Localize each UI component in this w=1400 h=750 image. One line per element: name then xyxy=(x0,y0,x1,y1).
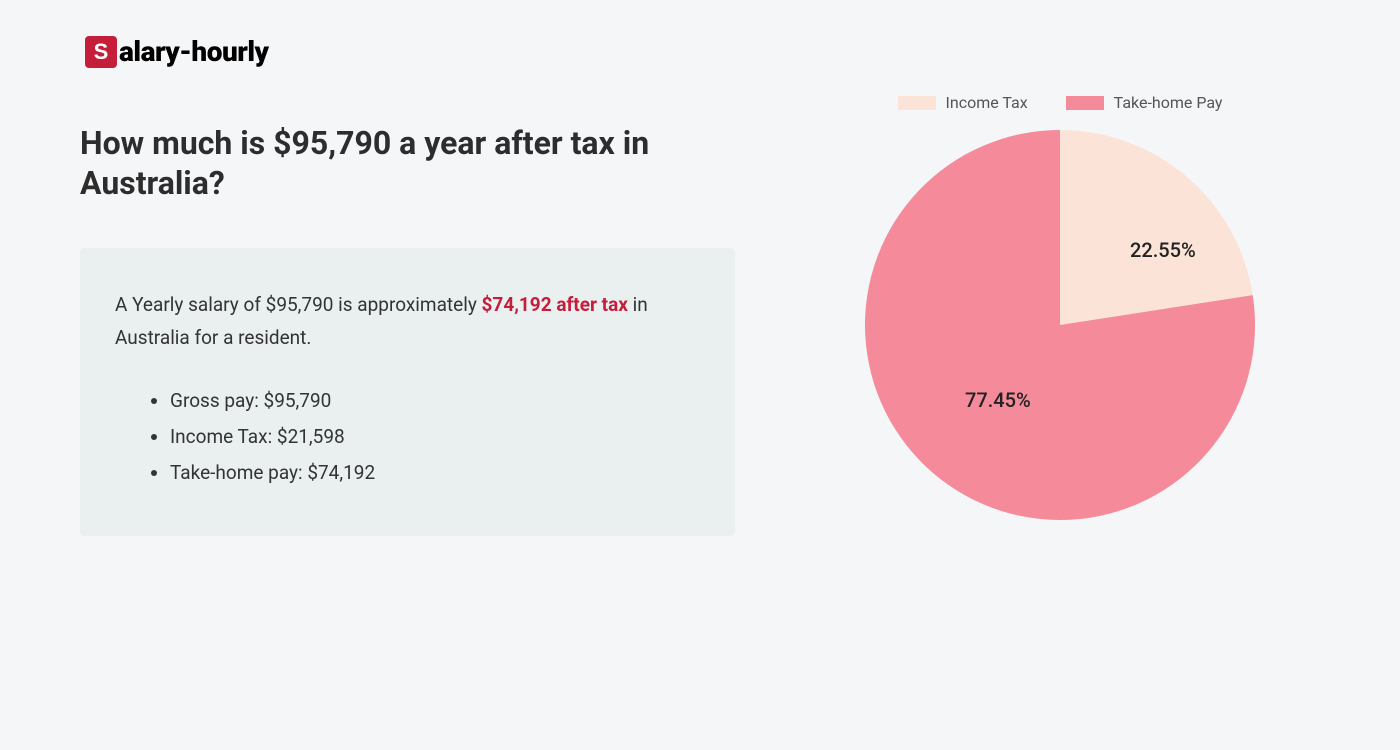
legend-item-take-home: Take-home Pay xyxy=(1066,93,1223,112)
legend-item-income-tax: Income Tax xyxy=(898,93,1028,112)
pie-svg xyxy=(865,130,1255,520)
legend-swatch xyxy=(1066,96,1104,110)
summary-highlight: $74,192 after tax xyxy=(482,293,628,316)
page-heading: How much is $95,790 a year after tax in … xyxy=(80,123,735,203)
summary-list: Gross pay: $95,790 Income Tax: $21,598 T… xyxy=(115,383,700,491)
slice-label-income-tax: 22.55% xyxy=(1130,238,1196,262)
summary-box: A Yearly salary of $95,790 is approximat… xyxy=(80,248,735,536)
list-item: Take-home pay: $74,192 xyxy=(170,455,700,491)
list-item: Gross pay: $95,790 xyxy=(170,383,700,419)
pie-chart: 22.55% 77.45% xyxy=(865,130,1255,520)
legend-swatch xyxy=(898,96,936,110)
logo-s-icon: S xyxy=(85,36,117,68)
legend-label: Take-home Pay xyxy=(1114,93,1223,112)
content-row: How much is $95,790 a year after tax in … xyxy=(80,123,1320,536)
summary-prefix: A Yearly salary of $95,790 is approximat… xyxy=(115,293,482,316)
chart-legend: Income Tax Take-home Pay xyxy=(845,93,1275,112)
site-logo: S alary-hourly xyxy=(85,35,1320,68)
legend-label: Income Tax xyxy=(946,93,1028,112)
logo-text: alary-hourly xyxy=(119,35,269,68)
left-column: How much is $95,790 a year after tax in … xyxy=(80,123,735,536)
list-item: Income Tax: $21,598 xyxy=(170,419,700,455)
summary-sentence: A Yearly salary of $95,790 is approximat… xyxy=(115,288,700,355)
chart-column: Income Tax Take-home Pay 22.55% 77.45% xyxy=(845,93,1275,520)
slice-label-take-home: 77.45% xyxy=(965,388,1031,412)
